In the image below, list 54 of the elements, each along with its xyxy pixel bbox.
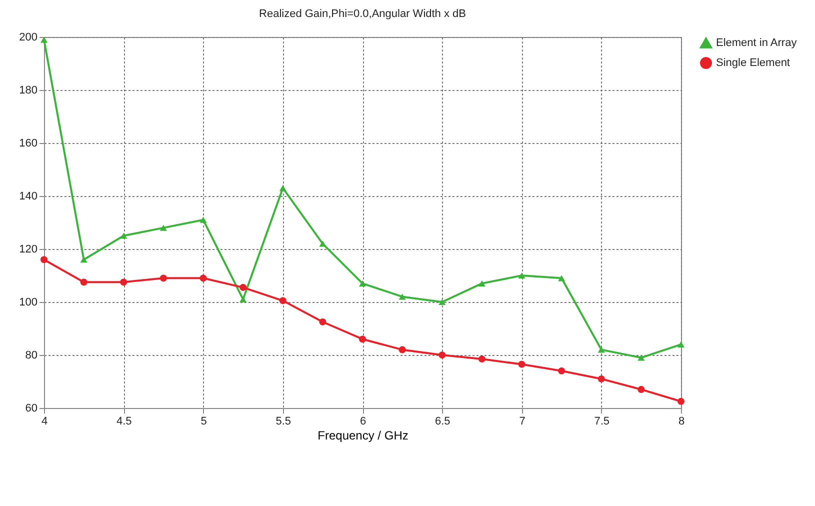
chart-title: Realized Gain,Phi=0.0,Angular Width x dB [259, 8, 466, 20]
point [80, 256, 88, 263]
point [638, 354, 645, 361]
point [80, 278, 88, 286]
legend-label: Single Element [716, 57, 790, 69]
x-tick-label: 6.5 [434, 416, 450, 428]
point [120, 232, 128, 239]
x-tick-label: 8 [678, 416, 685, 428]
x-tick-label: 4 [41, 416, 48, 428]
point [160, 274, 167, 282]
point [438, 298, 446, 306]
point [319, 240, 326, 247]
x-tick-label: 7 [519, 416, 526, 428]
point [558, 367, 566, 374]
point [638, 386, 645, 393]
point [200, 274, 207, 282]
point [518, 272, 526, 279]
y-tick-label: 200 [19, 32, 38, 44]
point [598, 346, 605, 353]
point [240, 284, 247, 291]
x-axis-title: Frequency / GHz [318, 428, 408, 442]
point [319, 318, 326, 326]
point [398, 294, 406, 300]
point [120, 278, 128, 286]
point [279, 297, 286, 304]
legend-label: Element in Array [716, 37, 798, 49]
point [558, 275, 566, 282]
point [398, 346, 406, 354]
y-tick-label: 180 [19, 84, 38, 96]
y-tick-label: 160 [19, 138, 38, 150]
x-tick-label: 7.5 [594, 416, 610, 428]
point [677, 398, 685, 405]
y-tick-label: 100 [19, 296, 38, 308]
point [279, 184, 286, 192]
point [40, 256, 48, 264]
x-tick-label: 4.5 [116, 416, 132, 428]
point [240, 296, 247, 302]
point [358, 336, 366, 343]
y-tick-label: 80 [25, 350, 38, 362]
y-tick-label: 140 [19, 190, 38, 202]
y-tick-label: 60 [25, 402, 38, 414]
point [200, 216, 207, 223]
x-tick-label: 5.5 [276, 416, 292, 428]
point [478, 355, 486, 363]
x-tick-label: 5 [200, 416, 207, 428]
point [160, 224, 167, 231]
point [478, 280, 486, 287]
point [598, 375, 605, 382]
y-tick-label: 120 [19, 244, 38, 256]
point [518, 360, 526, 368]
point [358, 280, 366, 287]
point [677, 341, 685, 348]
x-tick-label: 6 [360, 416, 366, 428]
point [438, 351, 446, 359]
